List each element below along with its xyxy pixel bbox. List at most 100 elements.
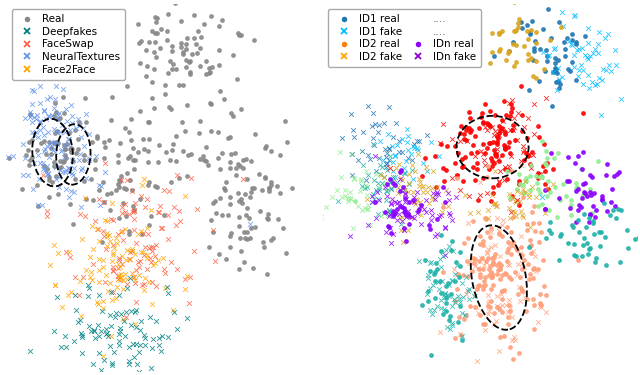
Point <box>578 181 588 187</box>
Point <box>516 162 526 168</box>
Point <box>440 199 450 205</box>
Point <box>508 334 518 340</box>
Point <box>483 207 493 213</box>
Point <box>74 156 84 162</box>
Point <box>225 244 235 250</box>
Point <box>607 186 617 192</box>
Point <box>180 57 191 63</box>
Point <box>399 188 409 194</box>
Point <box>228 113 238 119</box>
Point <box>163 212 173 218</box>
Point <box>219 96 229 102</box>
Point <box>431 184 441 190</box>
Point <box>440 284 451 290</box>
Point <box>98 257 108 263</box>
Point <box>87 277 97 283</box>
Point <box>441 308 451 314</box>
Point <box>380 146 390 152</box>
Point <box>113 273 124 279</box>
Point <box>388 208 399 214</box>
Point <box>127 248 137 254</box>
Point <box>508 193 518 199</box>
Point <box>160 82 170 88</box>
Point <box>522 135 532 141</box>
Point <box>520 178 531 184</box>
Point <box>26 119 36 125</box>
Point <box>83 157 93 163</box>
Point <box>520 189 530 195</box>
Point <box>99 357 109 363</box>
Point <box>536 174 546 180</box>
Point <box>180 46 191 52</box>
Point <box>540 187 550 193</box>
Point <box>149 66 159 72</box>
Point <box>367 193 377 199</box>
Point <box>388 210 399 216</box>
Point <box>585 189 595 195</box>
Point <box>516 233 526 239</box>
Point <box>215 195 225 201</box>
Point <box>125 177 135 183</box>
Point <box>65 201 76 207</box>
Point <box>385 153 395 159</box>
Point <box>524 261 534 267</box>
Point <box>471 304 481 310</box>
Point <box>380 180 390 186</box>
Point <box>585 211 595 217</box>
Point <box>582 240 592 246</box>
Point <box>33 176 44 182</box>
Point <box>504 205 514 211</box>
Point <box>602 208 612 214</box>
Point <box>488 190 498 196</box>
Point <box>438 184 448 190</box>
Point <box>482 250 492 256</box>
Point <box>490 200 500 206</box>
Point <box>452 172 462 178</box>
Point <box>517 260 527 266</box>
Point <box>385 230 396 236</box>
Point <box>403 208 413 214</box>
Point <box>455 130 465 136</box>
Point <box>81 111 91 117</box>
Point <box>463 286 474 292</box>
Point <box>478 141 488 147</box>
Point <box>584 53 595 58</box>
Point <box>580 190 590 196</box>
Point <box>114 342 124 348</box>
Point <box>426 310 436 316</box>
Point <box>127 203 138 209</box>
Point <box>380 209 390 215</box>
Point <box>540 284 550 290</box>
Point <box>440 225 451 231</box>
Point <box>134 60 145 66</box>
Point <box>502 258 512 264</box>
Point <box>51 140 61 146</box>
Point <box>461 286 472 292</box>
Point <box>506 251 516 257</box>
Point <box>385 165 395 171</box>
Point <box>99 199 109 205</box>
Point <box>136 318 146 324</box>
Point <box>195 63 205 69</box>
Point <box>509 269 520 275</box>
Point <box>528 57 538 63</box>
Point <box>486 273 497 279</box>
Point <box>596 112 606 118</box>
Point <box>120 271 131 277</box>
Point <box>133 149 143 155</box>
Point <box>113 273 123 279</box>
Point <box>589 231 599 237</box>
Point <box>236 106 246 112</box>
Point <box>355 178 365 184</box>
Point <box>241 212 252 218</box>
Point <box>492 293 502 299</box>
Point <box>510 209 520 214</box>
Point <box>184 59 195 65</box>
Point <box>512 186 522 192</box>
Point <box>29 88 39 94</box>
Point <box>118 237 128 243</box>
Point <box>546 150 556 156</box>
Point <box>551 66 561 72</box>
Point <box>540 206 550 212</box>
Point <box>481 100 491 106</box>
